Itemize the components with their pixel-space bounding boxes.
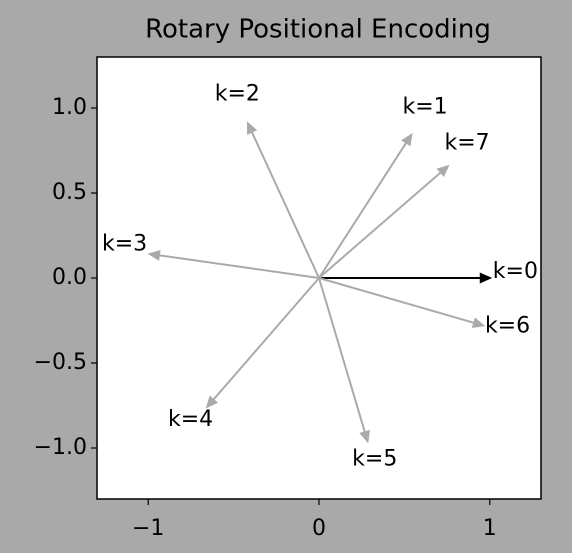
vector-arrow [319, 272, 493, 284]
vector-label: k=1 [402, 95, 447, 120]
vector-arrow [318, 132, 413, 279]
x-tick-label: 0 [312, 516, 326, 541]
x-tick-label: −1 [132, 516, 164, 541]
vector-label: k=2 [215, 81, 260, 106]
vector-label: k=7 [444, 131, 489, 156]
vector-label: k=4 [168, 407, 213, 432]
vector-label: k=6 [485, 314, 530, 339]
vector-label: k=3 [102, 231, 147, 256]
y-tick-label: 0.0 [52, 265, 87, 290]
chart-title: Rotary Positional Encoding [145, 15, 491, 45]
vector-arrow [318, 277, 370, 444]
y-tick-label: 1.0 [52, 95, 87, 120]
x-tick-label: 1 [483, 516, 497, 541]
vector-arrow [205, 277, 320, 409]
vector-arrow [318, 277, 486, 328]
vector-arrow [147, 249, 320, 279]
vector-arrow [318, 164, 450, 279]
vector-arrow [246, 121, 320, 279]
y-tick-label: −1.0 [34, 435, 87, 460]
vector-label: k=5 [352, 446, 397, 471]
y-tick-label: 0.5 [52, 180, 87, 205]
y-tick-label: −0.5 [34, 350, 87, 375]
vector-label: k=0 [493, 259, 538, 284]
